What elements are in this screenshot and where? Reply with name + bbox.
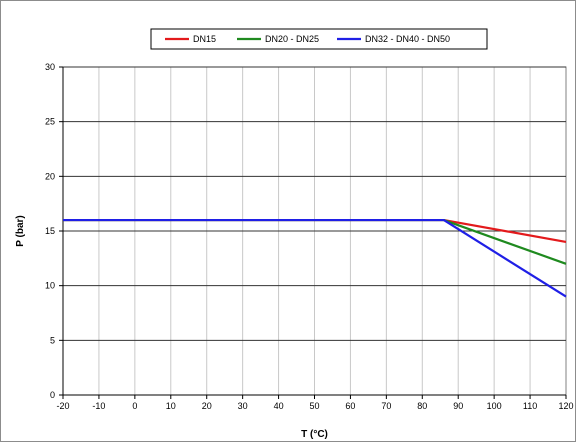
y-tick-label: 10 <box>45 281 55 291</box>
grid <box>63 66 566 395</box>
legend-label-2: DN20 - DN25 <box>265 34 319 44</box>
y-tick-label: 20 <box>45 171 55 181</box>
legend: DN15 DN20 - DN25 DN32 - DN40 - DN50 <box>150 28 488 50</box>
x-tick-label: 120 <box>558 401 573 411</box>
axes <box>59 66 567 399</box>
y-tick-label: 30 <box>45 62 55 72</box>
x-tick-labels: -20 -10 0 10 20 30 40 50 60 70 80 90 100 110 120 <box>56 401 573 411</box>
x-tick-label: 100 <box>487 401 502 411</box>
x-tick-label: -20 <box>56 401 69 411</box>
y-tick-label: 0 <box>50 390 55 400</box>
y-tick-labels: 0 5 10 15 20 25 30 <box>45 62 55 400</box>
y-tick-label: 15 <box>45 226 55 236</box>
x-tick-label: 60 <box>345 401 355 411</box>
x-tick-label: 90 <box>453 401 463 411</box>
series-line-3 <box>63 218 567 298</box>
x-tick-label: -10 <box>92 401 105 411</box>
legend-label-3: DN32 - DN40 - DN50 <box>365 34 450 44</box>
x-tick-label: 0 <box>132 401 137 411</box>
x-tick-label: 30 <box>238 401 248 411</box>
x-tick-label: 80 <box>417 401 427 411</box>
legend-box <box>150 28 488 50</box>
x-tick-label: 110 <box>523 401 537 411</box>
series-lines <box>63 218 567 298</box>
x-tick-label: 40 <box>274 401 284 411</box>
x-tick-label: 20 <box>202 401 212 411</box>
x-tick-label: 50 <box>309 401 319 411</box>
legend-label-1: DN15 <box>193 34 216 44</box>
y-tick-label: 5 <box>50 335 55 345</box>
x-tick-label: 70 <box>381 401 391 411</box>
y-axis-title: P (bar) <box>15 215 26 247</box>
x-axis-title: T (°C) <box>301 429 328 440</box>
y-tick-label: 25 <box>45 117 55 127</box>
x-tick-label: 10 <box>166 401 176 411</box>
